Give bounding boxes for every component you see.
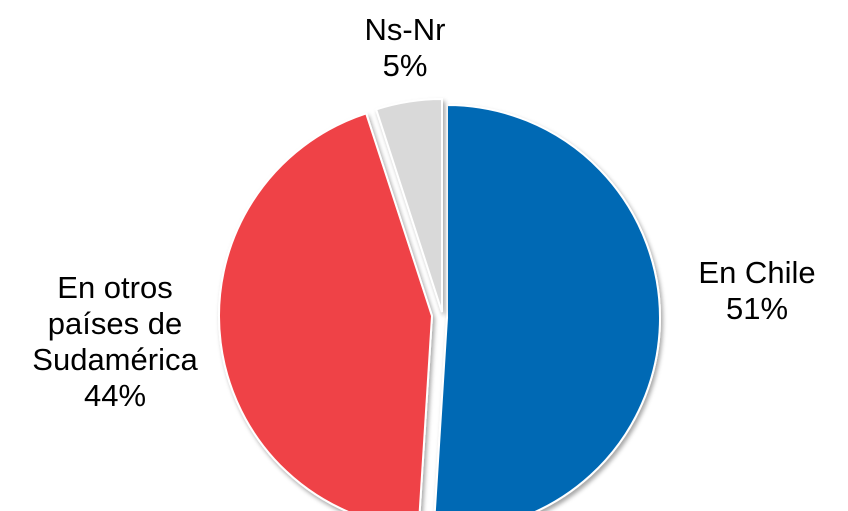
slice-label-line: Ns-Nr [365, 12, 446, 47]
slice-label-0: En Chile 51% [698, 255, 815, 326]
slice-label-line: 44% [84, 378, 146, 413]
slice-label-1: En otros países de Sudamérica 44% [32, 270, 198, 413]
slice-label-line: países de [48, 306, 182, 341]
slice-label-2: Ns-Nr 5% [365, 12, 446, 83]
slice-label-line: En Chile [698, 255, 815, 290]
slice-label-line: En otros [57, 270, 172, 305]
slice-label-line: 51% [726, 291, 788, 326]
pie-slice-1 [218, 112, 434, 511]
slice-label-line: 5% [383, 48, 428, 83]
pie-slice-0 [433, 103, 661, 511]
pie-slices [218, 97, 661, 511]
pie-slice-2 [374, 97, 443, 313]
slice-labels: En Chile 51% En otros países de Sudamérica 44… [32, 12, 815, 413]
slice-label-line: Sudamérica [32, 342, 198, 377]
